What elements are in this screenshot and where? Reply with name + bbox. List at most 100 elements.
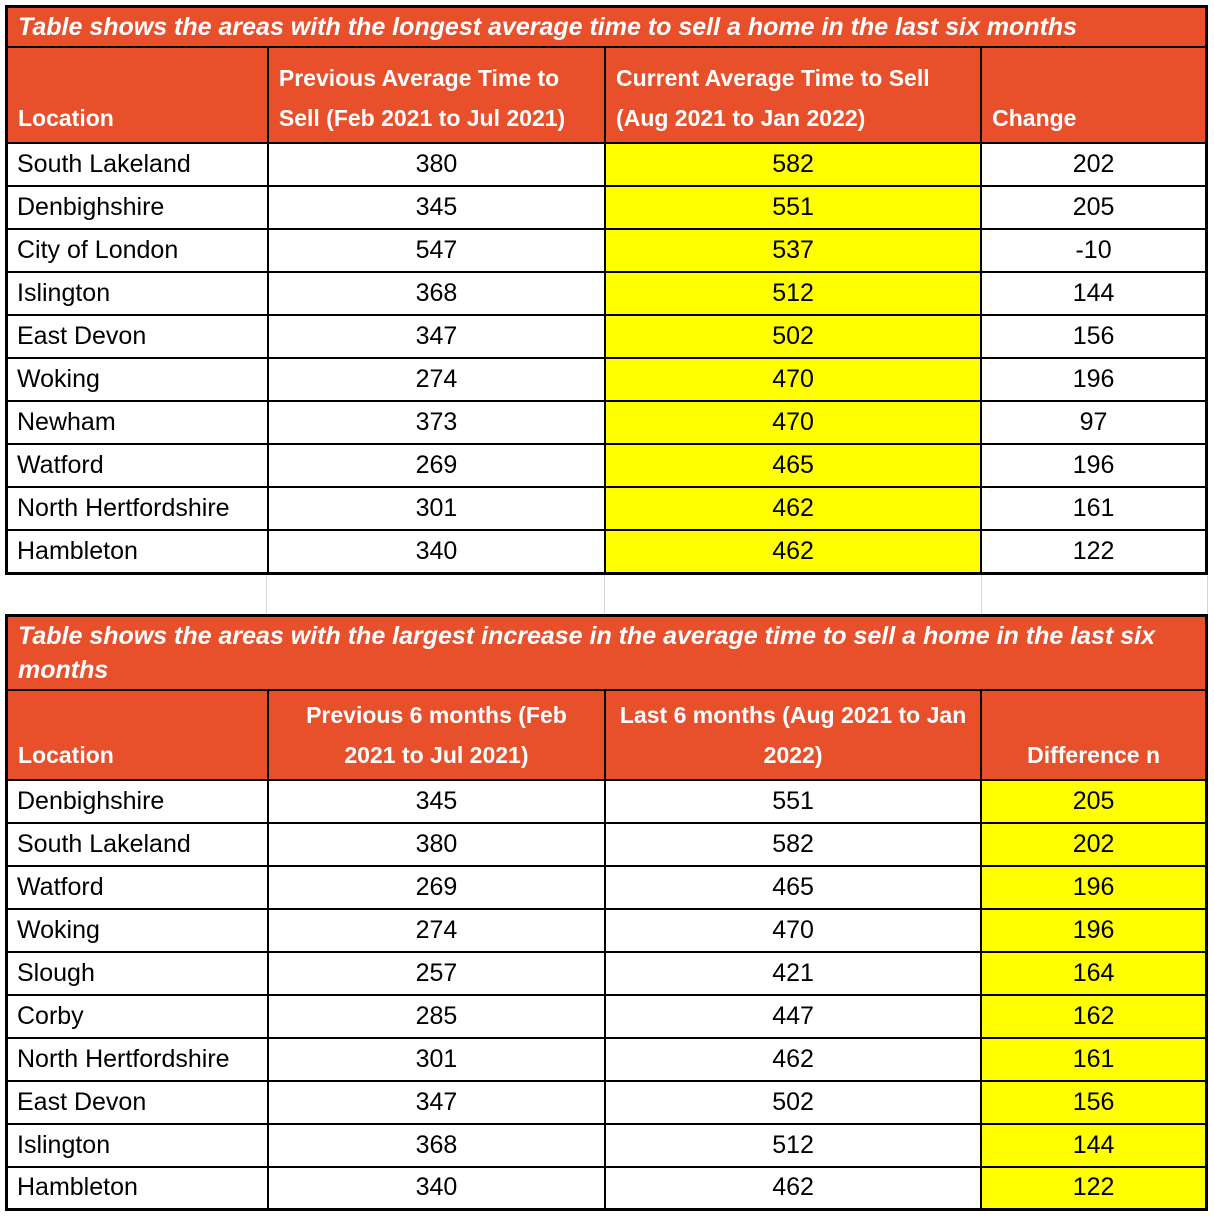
value-cell: 144 <box>980 271 1208 316</box>
value-cell: 274 <box>266 357 607 402</box>
table1-title: Table shows the areas with the longest a… <box>5 5 1208 48</box>
table-row: South Lakeland 380 582 202 <box>5 142 1208 187</box>
value-cell: -10 <box>980 228 1208 273</box>
location-cell: North Hertfordshire <box>5 1036 269 1082</box>
location-cell: North Hertfordshire <box>5 486 269 531</box>
location-cell: Newham <box>5 400 269 445</box>
location-cell: East Devon <box>5 314 269 359</box>
value-cell: 161 <box>980 486 1208 531</box>
table-row: Denbighshire 345 551 205 <box>5 185 1208 230</box>
highlighted-value-cell: 470 <box>604 400 983 445</box>
table-row: Watford 269 465 196 <box>5 443 1208 488</box>
table-row: Hambleton 340 462 122 <box>5 529 1208 574</box>
highlighted-value-cell: 156 <box>980 1079 1208 1125</box>
value-cell: 502 <box>604 1079 983 1125</box>
longest-time-to-sell-table: Table shows the areas with the longest a… <box>5 5 1208 575</box>
value-cell: 465 <box>604 864 983 910</box>
highlighted-value-cell: 582 <box>604 142 983 187</box>
table-row: North Hertfordshire 301 462 161 <box>5 1036 1208 1082</box>
value-cell: 156 <box>980 314 1208 359</box>
value-cell: 301 <box>266 1036 607 1082</box>
gridline <box>604 574 606 614</box>
value-cell: 257 <box>266 950 607 996</box>
value-cell: 512 <box>604 1122 983 1168</box>
value-cell: 97 <box>980 400 1208 445</box>
table-row: City of London 547 537 -10 <box>5 228 1208 273</box>
highlighted-value-cell: 465 <box>604 443 983 488</box>
table1-banner: Table shows the areas with the longest a… <box>5 5 1208 48</box>
value-cell: 274 <box>266 907 607 953</box>
highlighted-value-cell: 462 <box>604 486 983 531</box>
gridline <box>266 574 267 614</box>
table-row: Woking 274 470 196 <box>5 357 1208 402</box>
location-cell: Denbighshire <box>5 185 269 230</box>
table2-banner: Table shows the areas with the largest i… <box>5 614 1208 691</box>
value-cell: 547 <box>266 228 607 273</box>
value-cell: 470 <box>604 907 983 953</box>
table2-title: Table shows the areas with the largest i… <box>5 614 1208 691</box>
value-cell: 380 <box>266 142 607 187</box>
table-row: Islington 368 512 144 <box>5 271 1208 316</box>
location-cell: Woking <box>5 357 269 402</box>
highlighted-value-cell: 462 <box>604 529 983 574</box>
location-cell: East Devon <box>5 1079 269 1125</box>
location-cell: Slough <box>5 950 269 996</box>
value-cell: 345 <box>266 185 607 230</box>
value-cell: 380 <box>266 821 607 867</box>
table-row: Woking 274 470 196 <box>5 907 1208 953</box>
gridline <box>1207 574 1208 614</box>
location-cell: Hambleton <box>5 529 269 574</box>
table1-header-row: Location Previous Average Time to Sell (F… <box>5 46 1208 144</box>
location-cell: Islington <box>5 271 269 316</box>
location-cell: Islington <box>5 1122 269 1168</box>
highlighted-value-cell: 551 <box>604 185 983 230</box>
value-cell: 269 <box>266 864 607 910</box>
value-cell: 368 <box>266 1122 607 1168</box>
value-cell: 340 <box>266 529 607 574</box>
location-cell: Denbighshire <box>5 778 269 824</box>
gridline <box>981 574 983 614</box>
value-cell: 368 <box>266 271 607 316</box>
value-cell: 421 <box>604 950 983 996</box>
largest-increase-table: Table shows the areas with the largest i… <box>5 613 1208 1211</box>
value-cell: 582 <box>604 821 983 867</box>
highlighted-value-cell: 512 <box>604 271 983 316</box>
table-row: Denbighshire 345 551 205 <box>5 778 1208 824</box>
table-row: North Hertfordshire 301 462 161 <box>5 486 1208 531</box>
column-header-location: Location <box>5 46 269 144</box>
value-cell: 269 <box>266 443 607 488</box>
column-header-current-average-time-to-sell-aug-2021-to-jan-2022: Current Average Time to Sell (Aug 2021 t… <box>604 46 983 144</box>
highlighted-value-cell: 122 <box>980 1165 1208 1211</box>
table-row: South Lakeland 380 582 202 <box>5 821 1208 867</box>
location-cell: Hambleton <box>5 1165 269 1211</box>
column-header-location: Location <box>5 688 269 781</box>
highlighted-value-cell: 161 <box>980 1036 1208 1082</box>
value-cell: 301 <box>266 486 607 531</box>
value-cell: 196 <box>980 357 1208 402</box>
highlighted-value-cell: 144 <box>980 1122 1208 1168</box>
highlighted-value-cell: 537 <box>604 228 983 273</box>
highlighted-value-cell: 502 <box>604 314 983 359</box>
location-cell: Watford <box>5 864 269 910</box>
spreadsheet-empty-row <box>5 574 1208 614</box>
highlighted-value-cell: 164 <box>980 950 1208 996</box>
table-row: East Devon 347 502 156 <box>5 314 1208 359</box>
table-row: Slough 257 421 164 <box>5 950 1208 996</box>
value-cell: 462 <box>604 1165 983 1211</box>
value-cell: 551 <box>604 778 983 824</box>
value-cell: 347 <box>266 314 607 359</box>
highlighted-value-cell: 205 <box>980 778 1208 824</box>
value-cell: 285 <box>266 993 607 1039</box>
value-cell: 122 <box>980 529 1208 574</box>
highlighted-value-cell: 196 <box>980 907 1208 953</box>
highlighted-value-cell: 202 <box>980 821 1208 867</box>
location-cell: Corby <box>5 993 269 1039</box>
table-row: Watford 269 465 196 <box>5 864 1208 910</box>
value-cell: 447 <box>604 993 983 1039</box>
table-row: Islington 368 512 144 <box>5 1122 1208 1168</box>
value-cell: 340 <box>266 1165 607 1211</box>
column-header-previous-average-time-to-sell-feb-2021-to-jul-2021: Previous Average Time to Sell (Feb 2021 … <box>266 46 607 144</box>
location-cell: City of London <box>5 228 269 273</box>
table-row: Hambleton 340 462 122 <box>5 1165 1208 1211</box>
